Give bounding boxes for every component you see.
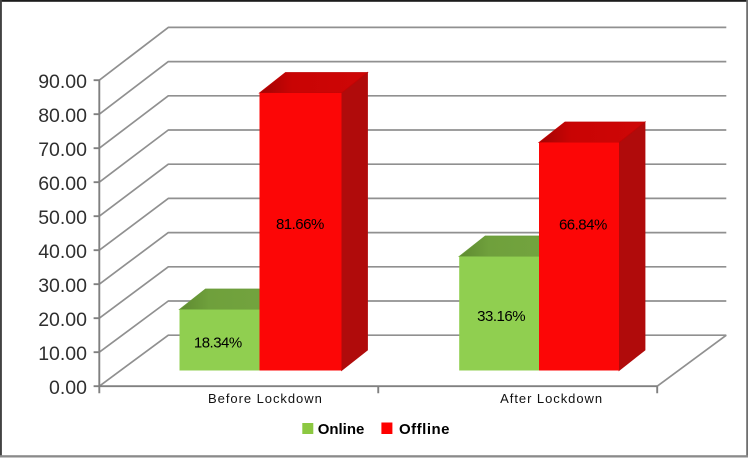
svg-text:After Lockdown: After Lockdown: [500, 391, 603, 406]
svg-text:Online: Online: [318, 421, 365, 438]
svg-text:70.00: 70.00: [38, 139, 87, 161]
svg-text:50.00: 50.00: [38, 207, 87, 229]
svg-text:80.00: 80.00: [38, 105, 87, 127]
svg-text:10.00: 10.00: [38, 343, 87, 365]
svg-text:40.00: 40.00: [38, 241, 87, 263]
svg-text:Before Lockdown: Before Lockdown: [208, 391, 323, 406]
svg-text:18.34%: 18.34%: [194, 335, 242, 352]
svg-text:Offline: Offline: [399, 421, 450, 438]
svg-text:90.00: 90.00: [38, 71, 87, 93]
svg-text:20.00: 20.00: [38, 309, 87, 331]
svg-text:30.00: 30.00: [38, 275, 87, 297]
svg-text:66.84%: 66.84%: [559, 217, 607, 234]
svg-text:33.16%: 33.16%: [477, 308, 525, 325]
svg-text:81.66%: 81.66%: [276, 216, 324, 233]
svg-text:0.00: 0.00: [49, 377, 87, 399]
svg-text:60.00: 60.00: [38, 173, 87, 195]
